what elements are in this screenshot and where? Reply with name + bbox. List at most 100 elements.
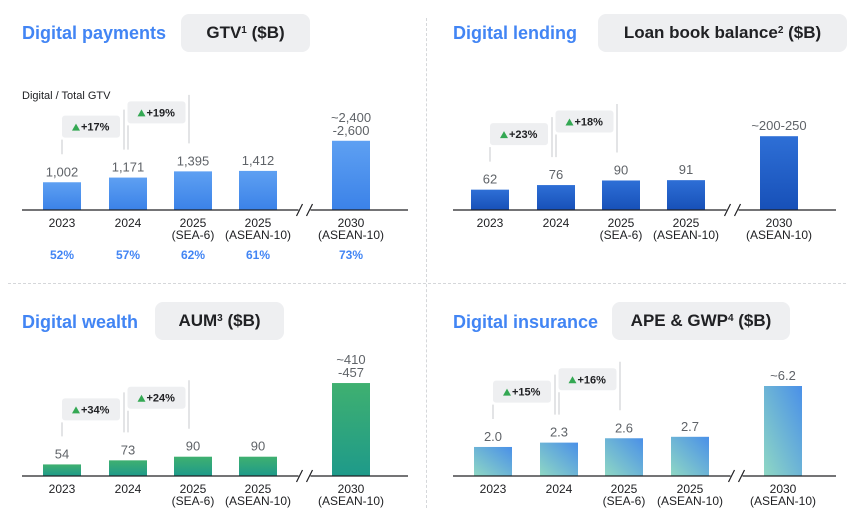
lending-growth-up-icon-0 bbox=[500, 131, 508, 139]
wealth-growth-connector-0 bbox=[61, 392, 125, 437]
insurance-value-label-1: 2.3 bbox=[550, 425, 568, 440]
lending-footnote: 2 bbox=[777, 24, 784, 36]
payments-growth-connector-0 bbox=[61, 109, 125, 155]
payments-bar-2 bbox=[174, 171, 212, 210]
payments-axis-break-a bbox=[295, 203, 304, 217]
insurance-bar-2 bbox=[605, 438, 643, 476]
payments-value-label-4: ~2,400 bbox=[331, 110, 371, 125]
insurance-tick-label-0: 2023 bbox=[480, 482, 507, 496]
lending-axis-break-a bbox=[723, 203, 732, 217]
wealth-growth-pill-0 bbox=[62, 398, 120, 421]
lending-bar-2 bbox=[602, 180, 640, 210]
payments-title: Digital payments bbox=[22, 23, 167, 43]
lending-bar-0 bbox=[471, 189, 509, 210]
wealth-tick-label-3: 2025 bbox=[245, 482, 272, 496]
insurance-bar-0 bbox=[474, 446, 512, 476]
insurance-tick-label-4: 2030 bbox=[770, 482, 797, 496]
insurance-bar-4 bbox=[764, 386, 802, 476]
payments-tick-label-4: (ASEAN-10) bbox=[318, 228, 384, 242]
payments-tick-label-0: 2023 bbox=[49, 216, 76, 230]
wealth-tick-label-0: 2023 bbox=[49, 482, 76, 496]
wealth-bar-3 bbox=[239, 456, 277, 476]
payments-value-label-1: 1,171 bbox=[112, 160, 145, 175]
payments-growth-up-icon-0 bbox=[72, 123, 80, 131]
insurance-growth-connector-0 bbox=[492, 374, 556, 419]
payments-value-label-4: -2,600 bbox=[333, 123, 370, 138]
lending-value-label-3: 91 bbox=[679, 162, 693, 177]
insurance-metric-pill: APE & GWP 4 ($B) bbox=[612, 302, 790, 340]
payments-tick-label-4: 2030 bbox=[338, 216, 365, 230]
lending-bar-4 bbox=[760, 136, 798, 210]
percent-label-2023: 52% bbox=[49, 248, 75, 262]
lending-growth-pill-0 bbox=[490, 123, 548, 146]
wealth-growth-label-1: +24% bbox=[147, 393, 176, 405]
lending-tick-label-2: (SEA-6) bbox=[600, 228, 643, 242]
insurance-tick-label-4: (ASEAN-10) bbox=[750, 494, 816, 508]
lending-growth-label-1: +18% bbox=[575, 116, 604, 128]
payments-growth-pill-0 bbox=[62, 115, 120, 138]
wealth-bar-1 bbox=[109, 460, 147, 476]
insurance-value-label-3: 2.7 bbox=[681, 419, 699, 434]
wealth-value-label-2: 90 bbox=[186, 439, 200, 454]
lending-tick-label-3: (ASEAN-10) bbox=[653, 228, 719, 242]
lending-value-label-2: 90 bbox=[614, 162, 628, 177]
percent-label-2025-asean10: 61% bbox=[245, 248, 271, 262]
wealth-growth-pill-1 bbox=[127, 386, 186, 409]
payments-value-label-2: 1,395 bbox=[177, 153, 210, 168]
wealth-metric-pill: AUM 3 ($B) bbox=[155, 302, 284, 340]
payments-footnote: 1 bbox=[241, 24, 247, 36]
wealth-tick-label-4: 2030 bbox=[338, 482, 365, 496]
lending-growth-connector-1 bbox=[555, 103, 618, 158]
lending-bar-3 bbox=[667, 180, 705, 210]
payments-metric-pill: GTV 1 ($B) bbox=[181, 14, 310, 52]
wealth-title: Digital wealth bbox=[22, 312, 139, 332]
insurance-growth-pill-0 bbox=[493, 380, 551, 403]
payments-tick-label-2: 2025 bbox=[180, 216, 207, 230]
wealth-value-label-1: 73 bbox=[121, 442, 135, 457]
wealth-unit: ($B) bbox=[227, 311, 261, 330]
wealth-growth-up-icon-0 bbox=[72, 406, 80, 414]
wealth-axis-break-b bbox=[305, 469, 314, 483]
payments-unit: ($B) bbox=[251, 23, 285, 42]
payments-value-label-3: 1,412 bbox=[242, 153, 275, 168]
wealth-bar-4 bbox=[332, 383, 370, 476]
insurance-value-label-4: ~6.2 bbox=[770, 368, 796, 383]
wealth-bar-2 bbox=[174, 456, 212, 476]
insurance-tick-label-1: 2024 bbox=[546, 482, 573, 496]
insurance-growth-up-icon-1 bbox=[568, 376, 577, 384]
wealth-tick-label-2: 2025 bbox=[180, 482, 207, 496]
payments-bar-1 bbox=[109, 177, 147, 210]
payments-growth-connector-1 bbox=[127, 94, 190, 150]
percent-label-2024: 57% bbox=[115, 248, 141, 262]
insurance-bar-1 bbox=[540, 442, 578, 476]
wealth-footnote: 3 bbox=[217, 312, 223, 324]
payments-metric: GTV bbox=[206, 23, 242, 42]
insurance-growth-label-0: +15% bbox=[512, 387, 541, 399]
insurance-title: Digital insurance bbox=[453, 312, 599, 332]
lending-growth-connector-0 bbox=[489, 117, 553, 162]
lending-metric-pill: Loan book balance 2 ($B) bbox=[598, 14, 847, 52]
payments-bar-0 bbox=[43, 182, 81, 210]
insurance-unit: ($B) bbox=[738, 311, 772, 330]
lending-value-label-0: 62 bbox=[483, 172, 497, 187]
lending-tick-label-4: (ASEAN-10) bbox=[746, 228, 812, 242]
lending-bar-1 bbox=[537, 185, 575, 210]
wealth-metric: AUM bbox=[178, 311, 218, 330]
lending-unit: ($B) bbox=[788, 23, 822, 42]
horizontal-divider bbox=[8, 283, 846, 284]
payments-subhead: Digital / Total GTV bbox=[22, 90, 111, 102]
payments-growth-pill-1 bbox=[127, 101, 186, 124]
vertical-divider bbox=[426, 18, 427, 508]
wealth-bar-0 bbox=[43, 464, 81, 476]
lending-tick-label-3: 2025 bbox=[673, 216, 700, 230]
lending-tick-label-1: 2024 bbox=[543, 216, 570, 230]
payments-growth-label-0: +17% bbox=[81, 122, 110, 134]
lending-tick-label-2: 2025 bbox=[608, 216, 635, 230]
wealth-tick-label-3: (ASEAN-10) bbox=[225, 494, 291, 508]
insurance-tick-label-3: 2025 bbox=[677, 482, 704, 496]
percent-label-2025-sea6: 62% bbox=[180, 248, 206, 262]
lending-metric: Loan book balance bbox=[623, 23, 778, 42]
lending-growth-pill-1 bbox=[555, 110, 614, 133]
wealth-growth-up-icon-1 bbox=[137, 394, 146, 402]
